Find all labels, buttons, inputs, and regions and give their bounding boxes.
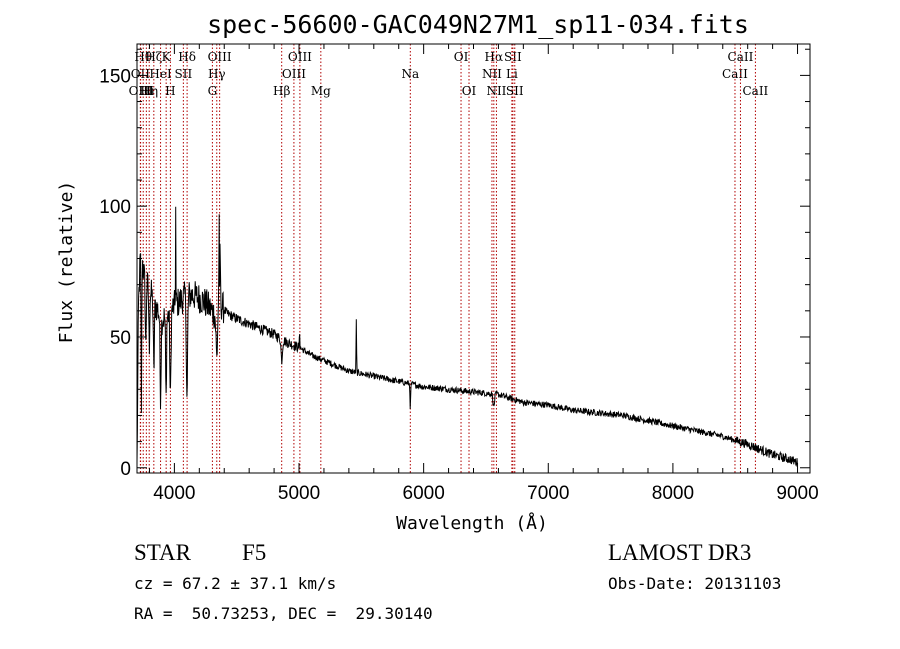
spectral-line-label-17: Mg [311,84,331,98]
spectral-line-label-24: Li [506,67,518,81]
spectral-line-label-2: Hθ [134,50,152,64]
spectrum-series [136,206,798,468]
spectral-line-label-28: CaII [728,50,754,64]
survey-name: LAMOST DR3 [608,540,752,565]
x-tick-label-7000: 7000 [527,483,569,504]
y-tick-label-100: 100 [99,197,131,218]
spectral-line-label-26: SII [506,84,524,98]
spectral-line-label-20: OI [462,84,477,98]
plot-area: OIIOIIIHθHIHηHζHeIKHSIIHδGHγOIIIHβOIIIOI… [99,43,819,504]
x-tick-label-5000: 5000 [278,483,320,504]
x-tick-label-8000: 8000 [652,483,694,504]
spectral-line-label-25: SII [504,50,522,64]
spectral-line-label-4: Hη [140,84,158,98]
x-tick-label-4000: 4000 [153,483,195,504]
spectral-line-label-3: HI [139,84,154,98]
y-tick-label-0: 0 [120,459,131,480]
spectral-line-label-11: G [208,84,218,98]
spectral-line-label-14: Hβ [273,84,290,98]
spectral-line-label-29: CaII [742,84,768,98]
spectral-line-label-10: Hδ [178,50,196,64]
spectral-line-label-8: H [165,84,175,98]
spectral-line-label-22: Hα [485,50,504,64]
spectral-line-label-18: Na [401,67,419,81]
spectral-line-label-16: OIII [288,50,312,64]
object-subclass: F5 [242,540,267,565]
spectral-line-label-0: OII [131,67,151,81]
y-tick-label-150: 150 [99,66,131,87]
chart-title: spec-56600-GAC049N27M1_sp11-034.fits [207,10,749,39]
spectral-line-label-23: NII [486,84,506,98]
redshift-readout: cz = 67.2 ± 37.1 km/s [134,574,337,593]
x-axis-label: Wavelength (Å) [396,512,548,534]
spectral-line-label-7: K [162,50,172,64]
spectral-line-label-6: HeI [149,67,172,81]
spectral-line-label-19: OI [454,50,469,64]
spectral-line-label-21: NII [482,67,502,81]
spectral-line-label-12: Hγ [208,67,226,81]
coordinates: RA = 50.73253, DEC = 29.30140 [134,604,433,623]
x-tick-label-6000: 6000 [403,483,445,504]
x-tick-label-9000: 9000 [776,483,818,504]
spectral-line-label-13: OIII [208,50,232,64]
spectral-line-label-27: CaII [722,67,748,81]
plot-frame [136,43,811,474]
spectral-line-label-9: SII [175,67,193,81]
y-axis-label: Flux (relative) [56,181,77,344]
y-tick-label-50: 50 [110,328,131,349]
object-class: STAR [134,540,191,565]
obs-date: Obs-Date: 20131103 [608,574,782,593]
spectral-line-label-5: Hζ [145,50,162,64]
spectral-line-label-15: OIII [282,67,306,81]
